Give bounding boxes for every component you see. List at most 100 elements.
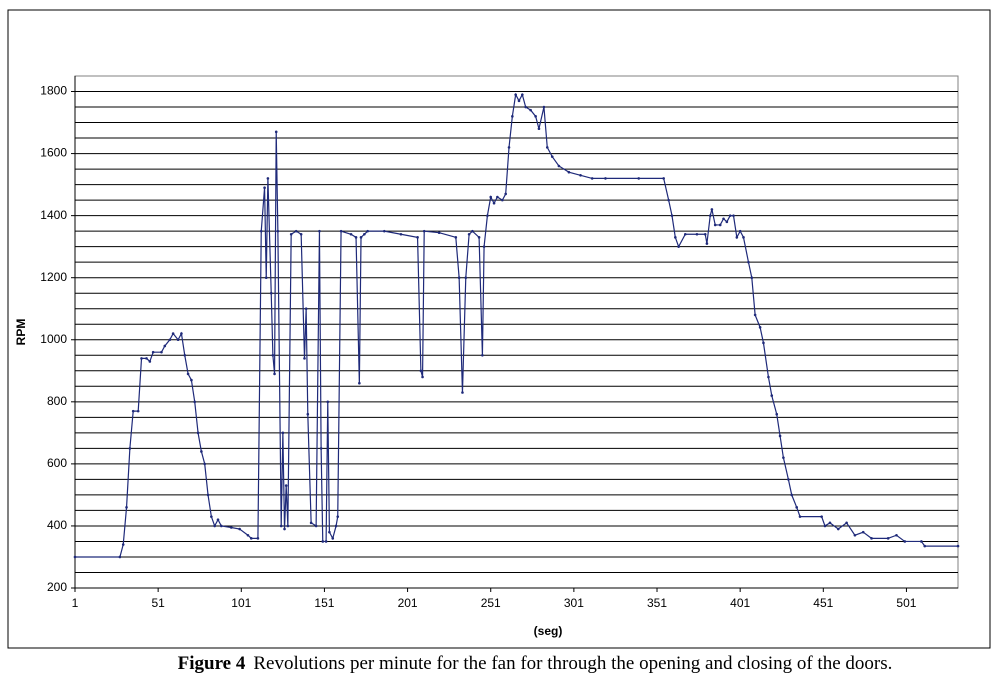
data-point bbox=[542, 105, 546, 109]
data-point bbox=[725, 220, 729, 224]
data-point bbox=[782, 456, 785, 459]
x-tick-label: 101 bbox=[231, 596, 251, 610]
data-point bbox=[550, 155, 554, 158]
data-point bbox=[283, 527, 286, 531]
data-point bbox=[286, 524, 290, 528]
data-point bbox=[331, 537, 335, 540]
data-point bbox=[279, 524, 283, 528]
data-point bbox=[136, 409, 140, 413]
data-point bbox=[263, 186, 266, 190]
data-point bbox=[742, 236, 745, 239]
data-point bbox=[416, 236, 419, 239]
caption-text: Revolutions per minute for the fan for t… bbox=[253, 653, 892, 674]
data-point bbox=[775, 412, 779, 416]
data-point bbox=[203, 462, 207, 466]
caption: Figure 4 Revolutions per minute for the f… bbox=[178, 653, 893, 674]
data-point bbox=[284, 484, 288, 487]
data-point bbox=[923, 544, 927, 548]
data-point bbox=[604, 177, 607, 180]
data-point bbox=[747, 260, 750, 264]
data-point bbox=[738, 229, 742, 233]
data-point bbox=[148, 360, 152, 363]
data-point bbox=[567, 170, 571, 174]
data-point bbox=[956, 544, 960, 548]
data-point bbox=[464, 276, 468, 279]
data-point bbox=[339, 229, 343, 233]
data-point bbox=[507, 146, 511, 149]
data-point bbox=[273, 372, 276, 376]
data-point bbox=[145, 357, 148, 360]
data-point bbox=[422, 229, 426, 233]
data-point bbox=[798, 515, 802, 518]
data-point bbox=[529, 108, 532, 112]
data-point bbox=[163, 344, 167, 348]
data-point bbox=[767, 375, 770, 379]
data-point bbox=[703, 232, 707, 236]
data-point bbox=[471, 229, 474, 233]
data-point bbox=[289, 232, 293, 236]
data-point bbox=[206, 493, 210, 497]
data-point bbox=[256, 537, 260, 540]
data-point bbox=[534, 115, 537, 118]
data-point bbox=[778, 434, 782, 438]
data-point bbox=[419, 369, 423, 373]
data-point bbox=[521, 93, 524, 96]
data-point bbox=[358, 381, 361, 385]
data-point bbox=[482, 245, 486, 248]
x-tick-label: 151 bbox=[314, 596, 334, 610]
data-point bbox=[492, 201, 496, 205]
data-point bbox=[728, 214, 732, 217]
data-point bbox=[276, 229, 280, 233]
data-point bbox=[363, 232, 366, 236]
data-point bbox=[758, 326, 762, 329]
data-point bbox=[861, 530, 865, 534]
data-point bbox=[160, 350, 163, 354]
data-point bbox=[713, 223, 717, 227]
data-point bbox=[677, 245, 680, 248]
data-point bbox=[118, 555, 122, 559]
x-tick-label: 1 bbox=[72, 596, 79, 610]
data-point bbox=[266, 177, 270, 180]
data-point bbox=[501, 198, 504, 202]
data-point bbox=[662, 177, 665, 180]
data-point bbox=[309, 521, 313, 525]
y-tick-label: 400 bbox=[47, 518, 67, 532]
data-point bbox=[281, 431, 285, 435]
data-point bbox=[196, 431, 200, 435]
x-tick-label: 251 bbox=[481, 596, 501, 610]
data-point bbox=[314, 524, 318, 528]
y-tick-label: 600 bbox=[47, 456, 67, 470]
data-point bbox=[732, 214, 735, 217]
x-tick-label: 451 bbox=[813, 596, 833, 610]
data-point bbox=[457, 276, 461, 279]
y-tick-label: 1200 bbox=[40, 270, 67, 284]
data-point bbox=[545, 146, 549, 149]
data-point bbox=[294, 229, 298, 233]
data-point bbox=[319, 447, 323, 450]
data-point bbox=[496, 195, 499, 199]
data-point bbox=[168, 338, 172, 342]
data-point bbox=[461, 391, 464, 394]
x-tick-label: 351 bbox=[647, 596, 667, 610]
data-point bbox=[886, 537, 890, 540]
data-point bbox=[517, 99, 521, 103]
data-point bbox=[762, 341, 765, 345]
data-point bbox=[667, 198, 670, 202]
data-point bbox=[920, 540, 923, 543]
y-tick-label: 800 bbox=[47, 394, 67, 408]
data-point bbox=[382, 229, 386, 233]
data-point bbox=[504, 192, 507, 196]
data-point bbox=[200, 450, 203, 453]
x-tick-label: 201 bbox=[398, 596, 418, 610]
data-point bbox=[790, 493, 794, 497]
data-point bbox=[131, 409, 135, 413]
data-point bbox=[193, 400, 197, 404]
y-tick-label: 1600 bbox=[40, 146, 67, 160]
data-point bbox=[486, 214, 489, 217]
x-tick-label: 401 bbox=[730, 596, 750, 610]
x-axis-label: (seg) bbox=[534, 624, 563, 638]
data-point bbox=[151, 350, 155, 354]
data-point bbox=[326, 400, 330, 404]
y-tick-label: 200 bbox=[47, 580, 67, 594]
